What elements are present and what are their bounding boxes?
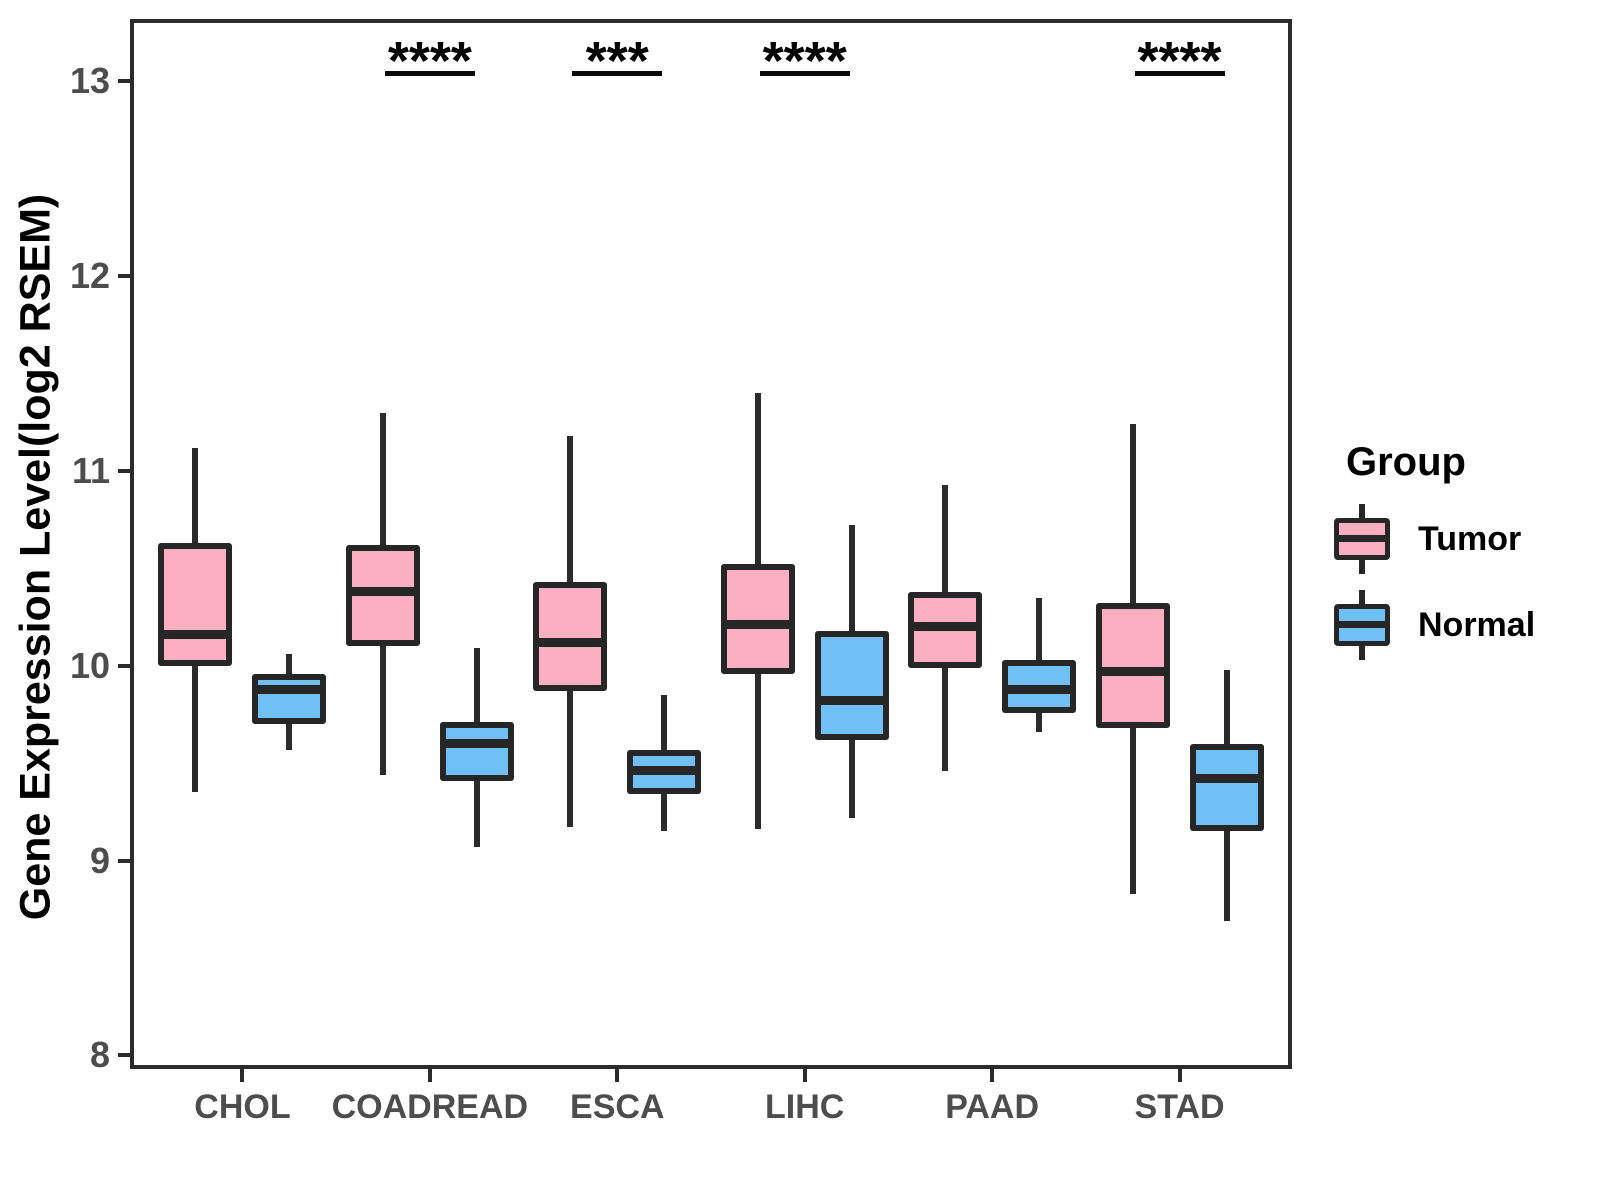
significance-line-COADREAD: [384, 71, 475, 76]
x-tick-mark: [240, 1069, 245, 1082]
median-tumor-STAD: [1095, 667, 1170, 677]
y-tick-mark: [118, 663, 130, 668]
y-tick-label: 13: [69, 60, 110, 102]
y-tick-label: 12: [69, 255, 110, 297]
median-normal-ESCA: [627, 766, 702, 776]
box-tumor-ESCA: [533, 581, 608, 692]
significance-stars-LIHC: ****: [762, 31, 847, 91]
y-tick-label: 9: [89, 839, 110, 881]
y-axis-title: Gene Expression Level(log2 RSEM): [11, 193, 60, 921]
box-normal-CHOL: [252, 673, 327, 725]
x-tick-label: CHOL: [194, 1088, 291, 1126]
box-tumor-CHOL: [158, 543, 233, 666]
box-normal-LIHC: [814, 630, 889, 740]
median-normal-STAD: [1189, 774, 1264, 784]
x-tick-mark: [990, 1069, 995, 1082]
box-tumor-LIHC: [720, 564, 795, 674]
x-tick-label: LIHC: [765, 1088, 845, 1126]
y-tick-label: 8: [89, 1034, 110, 1076]
median-tumor-ESCA: [533, 637, 608, 647]
y-tick-mark: [118, 79, 130, 84]
x-tick-mark: [615, 1069, 620, 1082]
x-tick-label: COADREAD: [331, 1088, 529, 1126]
significance-line-ESCA: [572, 71, 663, 76]
legend-title: Group: [1346, 440, 1466, 484]
x-tick-label: PAAD: [945, 1088, 1040, 1126]
median-normal-PAAD: [1002, 684, 1077, 694]
boxplot-key-tumor-icon: [1334, 504, 1390, 574]
plot-panel: [130, 19, 1292, 1069]
legend-entry-normal: Normal: [1334, 589, 1600, 661]
x-tick-label: STAD: [1134, 1088, 1225, 1126]
median-normal-COADREAD: [439, 739, 514, 749]
box-tumor-STAD: [1095, 603, 1170, 729]
median-tumor-COADREAD: [345, 587, 420, 597]
legend: Group Tumor Normal: [1318, 440, 1600, 675]
legend-entry-label: Normal: [1418, 605, 1536, 644]
box-normal-COADREAD: [439, 722, 514, 781]
x-tick-mark: [427, 1069, 432, 1082]
median-normal-LIHC: [814, 696, 889, 706]
legend-entry-tumor: Tumor: [1334, 503, 1600, 575]
median-tumor-LIHC: [720, 620, 795, 630]
significance-line-LIHC: [759, 71, 850, 76]
median-tumor-PAAD: [908, 622, 983, 632]
y-tick-label: 10: [69, 644, 110, 686]
x-tick-mark: [802, 1069, 807, 1082]
y-tick-mark: [118, 858, 130, 863]
y-tick-mark: [118, 1053, 130, 1058]
median-normal-CHOL: [252, 684, 327, 694]
x-tick-mark: [1177, 1069, 1182, 1082]
significance-line-STAD: [1134, 71, 1225, 76]
median-tumor-CHOL: [158, 630, 233, 640]
significance-stars-COADREAD: ****: [387, 31, 472, 91]
significance-stars-STAD: ****: [1137, 31, 1222, 91]
box-normal-STAD: [1189, 743, 1264, 832]
x-tick-label: ESCA: [570, 1088, 665, 1126]
boxplot-key-normal-icon: [1334, 590, 1390, 660]
legend-entry-label: Tumor: [1418, 519, 1522, 558]
y-tick-label: 11: [71, 449, 110, 491]
significance-stars-ESCA: ***: [585, 31, 649, 91]
y-tick-mark: [118, 468, 130, 473]
y-tick-mark: [118, 274, 130, 279]
